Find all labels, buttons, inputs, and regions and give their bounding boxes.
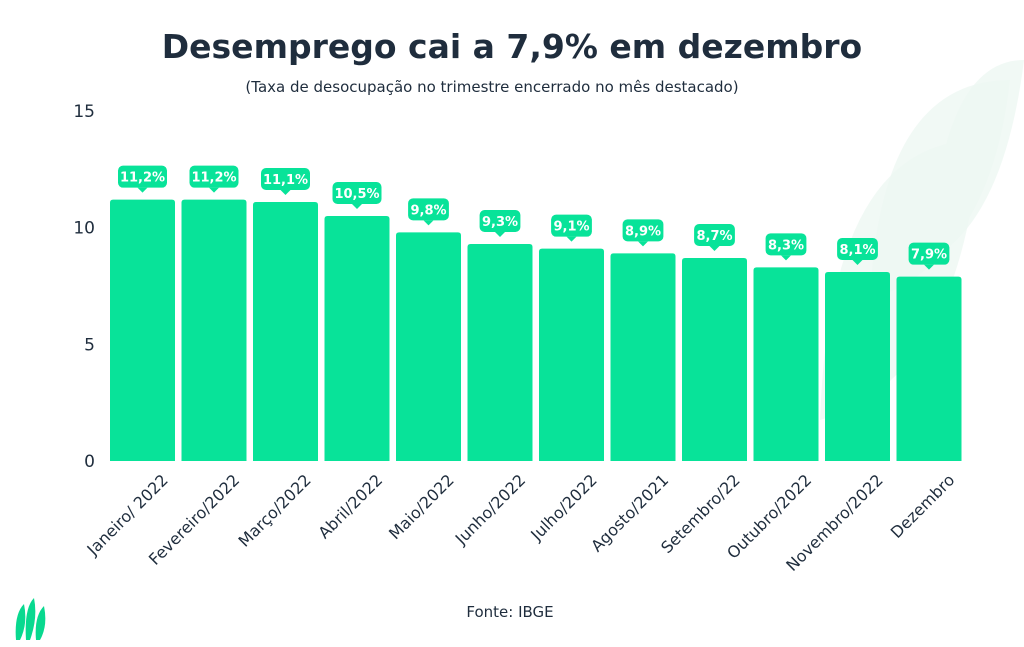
value-labels-group: 11,2% 11,2% 11,1% 10,5% 9,8% 9,3% 9,1% 8,9% 8,7%…: [118, 165, 950, 270]
value-label: 10,5%: [334, 187, 379, 202]
x-tick-label: Dezembro: [887, 470, 959, 542]
chart-subtitle: (Taxa de desocupação no trimestre encerr…: [245, 78, 738, 96]
x-tick-label: Maio/2022: [385, 470, 458, 543]
y-axis: 0 5 10 15: [73, 102, 95, 472]
x-tick-label: Março/2022: [235, 470, 315, 550]
value-label-pill: [837, 238, 878, 260]
y-tick-label: 10: [73, 219, 95, 239]
logo-leaf-shape: [25, 598, 36, 640]
value-label-pill: [408, 198, 449, 221]
value-label: 11,2%: [120, 171, 165, 186]
bar: [539, 248, 604, 461]
value-label: 11,2%: [191, 171, 236, 186]
value-label-pill: [551, 214, 592, 237]
source-note: Fonte: IBGE: [466, 603, 553, 621]
logo-leaf-shape: [15, 604, 26, 640]
value-label-pointer: [280, 190, 291, 195]
value-label: 11,1%: [263, 173, 308, 188]
bar: [753, 267, 819, 461]
bar: [396, 232, 461, 461]
value-label: 8,3%: [768, 238, 804, 253]
x-tick-label: Junho/2022: [451, 470, 530, 549]
value-label-pointer: [781, 255, 791, 261]
bar: [324, 216, 390, 461]
bar: [467, 244, 533, 461]
bar: [181, 199, 247, 461]
y-tick-label: 5: [84, 335, 95, 355]
value-label-pointer: [924, 264, 934, 270]
bar: [896, 276, 962, 461]
value-label-pointer: [423, 220, 434, 226]
value-label-pointer: [638, 241, 648, 247]
value-label: 9,8%: [410, 203, 446, 218]
value-label-pill: [118, 165, 167, 188]
x-tick-label: Julho/2022: [526, 470, 600, 544]
value-label-pointer: [852, 260, 863, 265]
value-label-pill: [908, 242, 950, 265]
bar: [610, 253, 676, 461]
value-label-pointer: [352, 204, 362, 209]
value-label: 8,7%: [696, 229, 732, 244]
value-label: 9,3%: [482, 215, 518, 230]
bar: [682, 258, 747, 461]
value-label-pill: [189, 165, 239, 188]
value-label-pill: [261, 168, 310, 190]
value-label: 9,1%: [553, 220, 589, 235]
bar: [253, 202, 318, 461]
value-label-pointer: [209, 187, 219, 193]
value-label: 8,9%: [625, 224, 661, 239]
value-label-pointer: [709, 246, 720, 251]
x-tick-label: Abril/2022: [314, 470, 386, 542]
value-label-pointer: [495, 232, 505, 237]
bars-group: [110, 199, 962, 461]
bar: [110, 199, 175, 461]
value-label-pill: [765, 233, 807, 256]
logo-leaf-shape: [35, 606, 46, 640]
value-label-pill: [332, 182, 382, 204]
y-tick-label: 0: [84, 452, 95, 472]
leaf-logo-icon: [15, 598, 46, 640]
value-label-pointer: [137, 187, 148, 193]
y-tick-label: 15: [73, 102, 95, 122]
value-label-pointer: [566, 236, 577, 242]
bar: [825, 272, 890, 461]
value-label-pill: [622, 219, 664, 242]
value-label-pill: [479, 210, 521, 232]
value-label: 8,1%: [839, 243, 875, 258]
value-label: 7,9%: [911, 248, 947, 263]
value-label-pill: [694, 224, 735, 246]
chart-title: Desemprego cai a 7,9% em dezembro: [162, 27, 862, 66]
